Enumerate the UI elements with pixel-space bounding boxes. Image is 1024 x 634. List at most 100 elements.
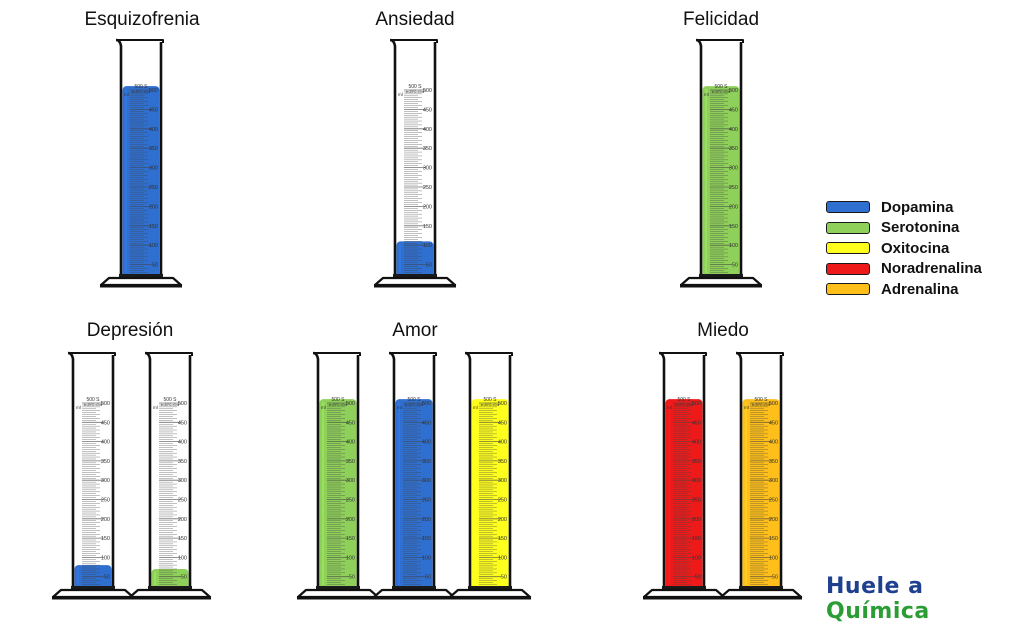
calibration-note: In 20°C ±5ml: [405, 403, 424, 407]
calibration-note: In 20°C ±5ml: [712, 90, 731, 94]
capacity-label: 500 S: [408, 84, 422, 90]
legend-label: Dopamina: [881, 198, 954, 216]
capacity-label: 500 S: [714, 84, 728, 90]
calibration-note: In 20°C ±5ml: [481, 403, 500, 407]
group-title: Esquizofrenia: [84, 9, 200, 30]
unit-label: ml: [153, 405, 158, 410]
legend-item-dopamina: Dopamina: [826, 197, 982, 218]
calibration-note: In 20°C ±5ml: [752, 403, 771, 407]
group-title: Amor: [392, 320, 438, 341]
group-title: Felicidad: [682, 9, 760, 30]
base-plate: [374, 284, 456, 288]
tick-label: 500: [101, 401, 110, 407]
legend-swatch: [826, 262, 870, 275]
tick-label: 300: [729, 166, 738, 172]
tick-label: 200: [422, 517, 431, 523]
cylinder-glass: [150, 355, 190, 588]
tick-label: 100: [101, 555, 110, 561]
left-wall: [115, 38, 123, 276]
tick-label: 300: [346, 478, 355, 484]
tick-label: 500: [346, 401, 355, 407]
liquid-highlight: [474, 402, 476, 585]
brand-logo: Huele a Química: [826, 574, 1024, 624]
tick-label: 350: [178, 459, 187, 465]
brand-part-2: Química: [826, 599, 930, 624]
tick-label: 450: [422, 420, 431, 426]
tick-label: 350: [729, 146, 738, 152]
tick-label: 50: [104, 575, 110, 581]
tick-label: 250: [101, 498, 110, 504]
tick-label: 50: [772, 575, 778, 581]
rim: [389, 352, 437, 356]
tick-label: 500: [498, 401, 507, 407]
tick-label: 150: [346, 536, 355, 542]
rim: [313, 352, 361, 356]
rim: [390, 39, 438, 43]
tick-label: 350: [101, 459, 110, 465]
liquid-highlight: [668, 402, 670, 585]
cylinder-glass: [73, 355, 113, 588]
tick-label: 500: [692, 401, 701, 407]
base-plate: [100, 284, 182, 288]
rim: [696, 39, 744, 43]
tick-label: 400: [346, 440, 355, 446]
tick-label: 150: [692, 536, 701, 542]
tick-label: 50: [732, 263, 738, 269]
base-plate: [297, 596, 379, 600]
tick-label: 400: [423, 127, 432, 133]
capacity-label: 500 S: [407, 397, 421, 403]
tick-label: 450: [423, 107, 432, 113]
legend-label: Serotonina: [881, 219, 960, 237]
tick-label: 400: [149, 127, 158, 133]
tick-label: 450: [149, 107, 158, 113]
liquid-highlight: [398, 402, 400, 585]
base-neck: [71, 586, 115, 590]
tick-label: 150: [422, 536, 431, 542]
left-wall: [735, 351, 743, 588]
left-wall: [67, 351, 75, 588]
group-title: Miedo: [697, 320, 749, 341]
tick-label: 400: [769, 440, 778, 446]
liquid-highlight: [745, 402, 747, 585]
capacity-label: 500 S: [677, 397, 691, 403]
base-plate: [449, 596, 531, 600]
tick-label: 200: [498, 517, 507, 523]
base-foot: [372, 588, 456, 599]
left-wall: [144, 351, 152, 588]
base-foot: [642, 588, 726, 599]
tick-label: 200: [729, 204, 738, 210]
tick-label: 350: [692, 459, 701, 465]
capacity-label: 500 S: [483, 397, 497, 403]
tick-label: 350: [498, 459, 507, 465]
tick-label: 350: [422, 459, 431, 465]
tick-label: 300: [498, 478, 507, 484]
capacity-label: 500 S: [754, 397, 768, 403]
left-wall: [388, 351, 396, 588]
base-neck: [392, 586, 436, 590]
base-neck: [393, 274, 437, 278]
legend-swatch: [826, 283, 870, 296]
unit-label: ml: [667, 405, 672, 410]
tick-label: 200: [149, 204, 158, 210]
legend: Dopamina Serotonina Oxitocina Noradrenal…: [826, 197, 982, 300]
tick-label: 100: [178, 555, 187, 561]
rim: [736, 352, 784, 356]
base-foot: [296, 588, 380, 599]
tick-label: 250: [729, 185, 738, 191]
unit-label: ml: [124, 92, 129, 97]
tick-label: 150: [149, 224, 158, 230]
tick-label: 500: [178, 401, 187, 407]
tick-label: 450: [178, 420, 187, 426]
tick-label: 150: [498, 536, 507, 542]
tick-label: 150: [423, 224, 432, 230]
rim: [68, 352, 116, 356]
tick-label: 450: [692, 420, 701, 426]
left-wall: [312, 351, 320, 588]
base-foot: [99, 276, 183, 287]
